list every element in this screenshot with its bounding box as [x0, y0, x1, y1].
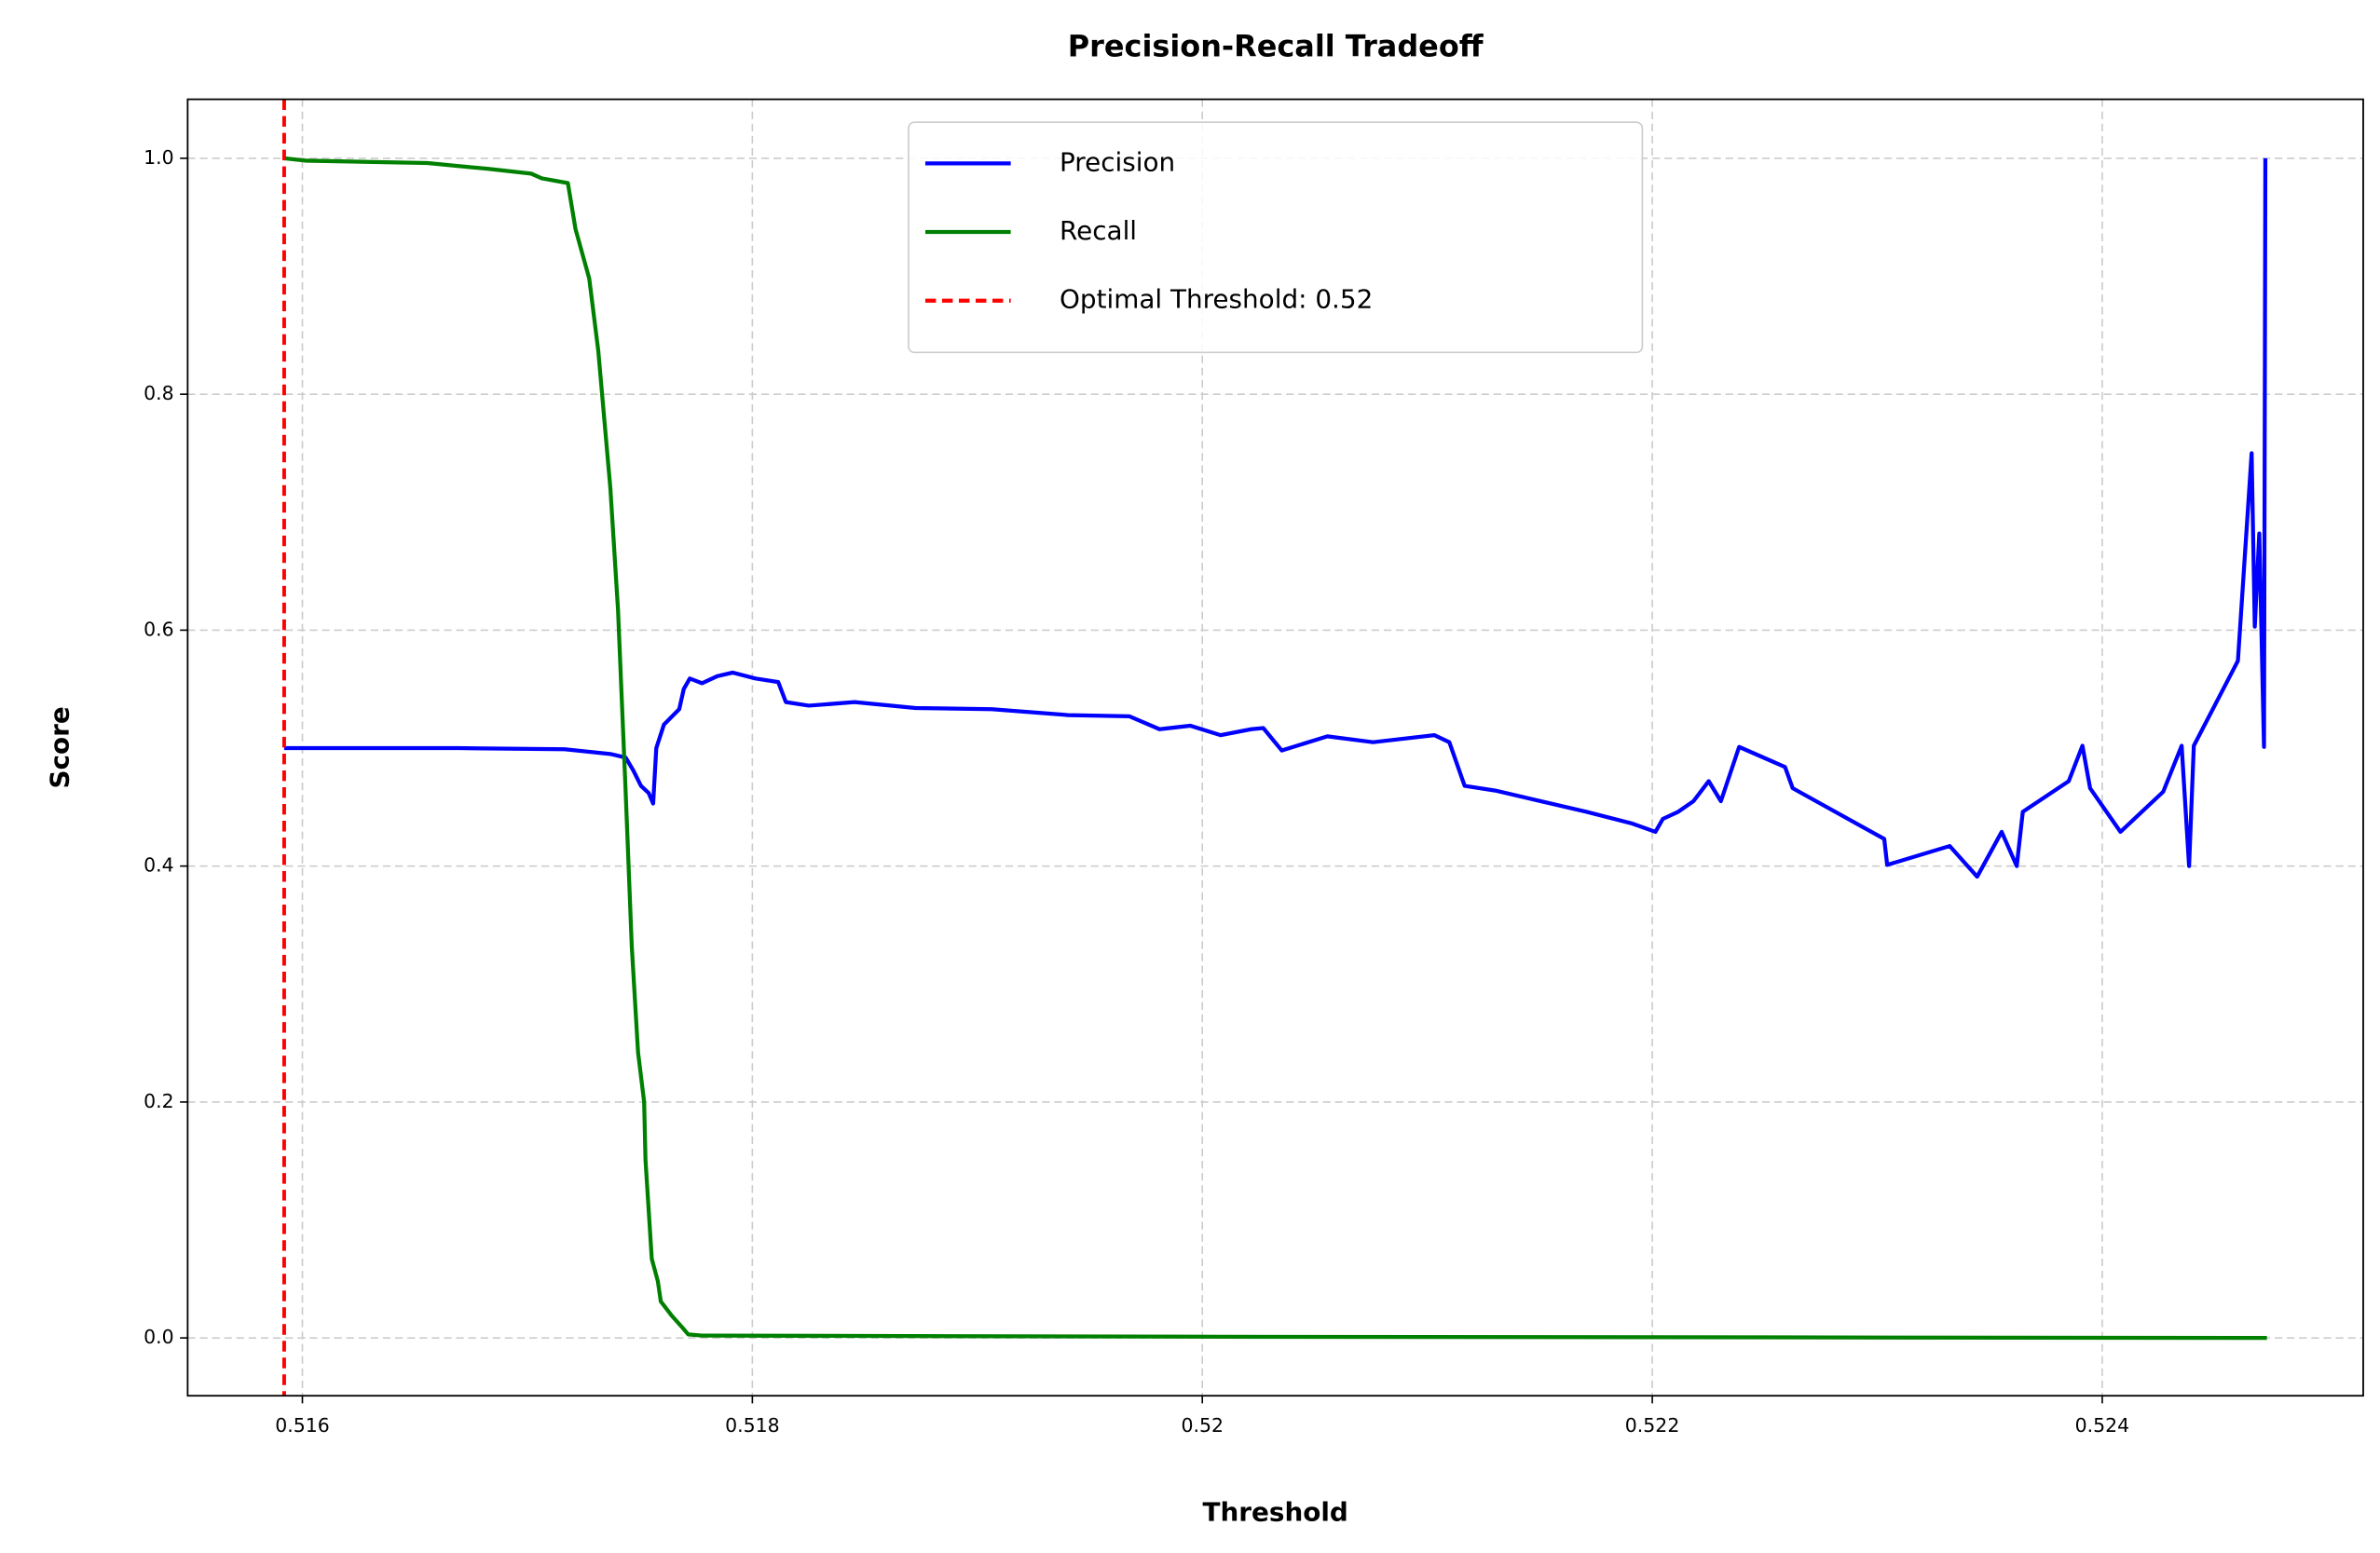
legend-label: Optimal Threshold: 0.52 [1060, 284, 1373, 315]
x-tick-label: 0.524 [2075, 1414, 2130, 1437]
legend-box [908, 121, 1644, 354]
y-tick-label: 1.0 [144, 146, 174, 169]
legend-label: Recall [1060, 215, 1137, 246]
x-tick-label: 0.52 [1181, 1414, 1224, 1437]
y-tick-label: 0.8 [144, 382, 174, 404]
x-tick-label: 0.522 [1625, 1414, 1680, 1437]
x-axis-label: Threshold [1203, 1496, 1348, 1527]
y-tick-label: 0.6 [144, 618, 174, 640]
plot-frame [186, 98, 2364, 1397]
series-line [283, 157, 2268, 879]
series-line [283, 156, 2267, 1341]
x-tick-label: 0.516 [275, 1414, 330, 1437]
y-tick-label: 0.4 [144, 854, 174, 877]
legend-label: Precision [1060, 146, 1175, 177]
y-tick-label: 0.2 [144, 1090, 174, 1112]
y-tick-label: 0.0 [144, 1326, 174, 1348]
chart-title: Precision-Recall Tradeoff [1068, 29, 1484, 64]
y-axis-label: Score [45, 706, 75, 788]
x-tick-label: 0.518 [725, 1414, 780, 1437]
